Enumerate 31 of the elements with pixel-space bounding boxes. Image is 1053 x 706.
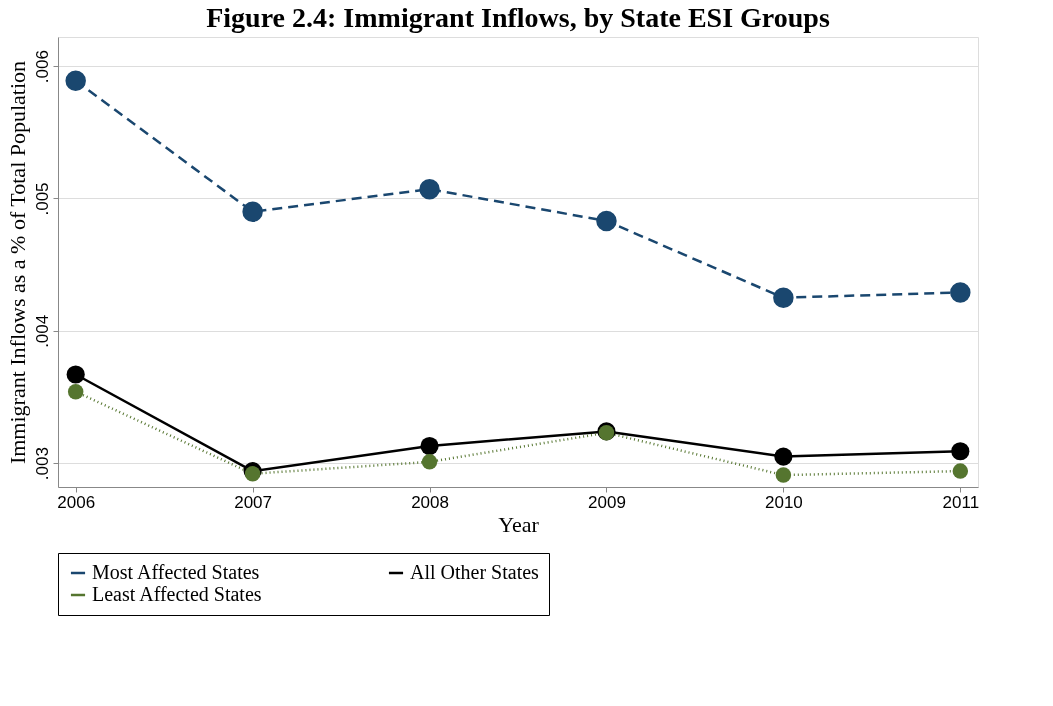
legend-label: Most Affected States xyxy=(92,561,260,583)
point xyxy=(67,383,84,400)
x-tick-label: 2011 xyxy=(942,492,980,512)
y-tick-label: .006 xyxy=(32,50,52,84)
legend-label: All Other States xyxy=(410,561,540,583)
point xyxy=(244,466,261,482)
point xyxy=(773,287,794,308)
point xyxy=(951,442,970,461)
y-tick-label: .004 xyxy=(32,314,52,348)
point xyxy=(421,454,438,470)
point xyxy=(419,178,440,200)
point xyxy=(66,365,85,384)
x-tick-label: 2010 xyxy=(764,492,803,512)
point xyxy=(65,70,86,91)
point xyxy=(950,282,971,303)
legend-label: Least Affected States xyxy=(92,583,262,605)
point xyxy=(952,463,969,479)
x-tick-label: 2006 xyxy=(57,492,96,512)
x-tick-label: 2007 xyxy=(234,492,273,512)
x-tick-label: 2009 xyxy=(588,492,626,512)
point xyxy=(242,201,263,222)
chart-title: Figure 2.4: Immigrant Inflows, by State ESI Groups xyxy=(206,2,830,33)
y-tick-label: .003 xyxy=(32,447,52,481)
point xyxy=(775,467,792,483)
point xyxy=(774,447,793,466)
y-tick-label: .005 xyxy=(32,182,52,216)
x-tick-label: 2008 xyxy=(411,492,449,512)
x-axis-title: Year xyxy=(498,511,540,537)
y-axis-title: Immigrant Inflows as a % of Total Population xyxy=(4,60,30,465)
point xyxy=(596,210,617,232)
point xyxy=(420,436,439,456)
